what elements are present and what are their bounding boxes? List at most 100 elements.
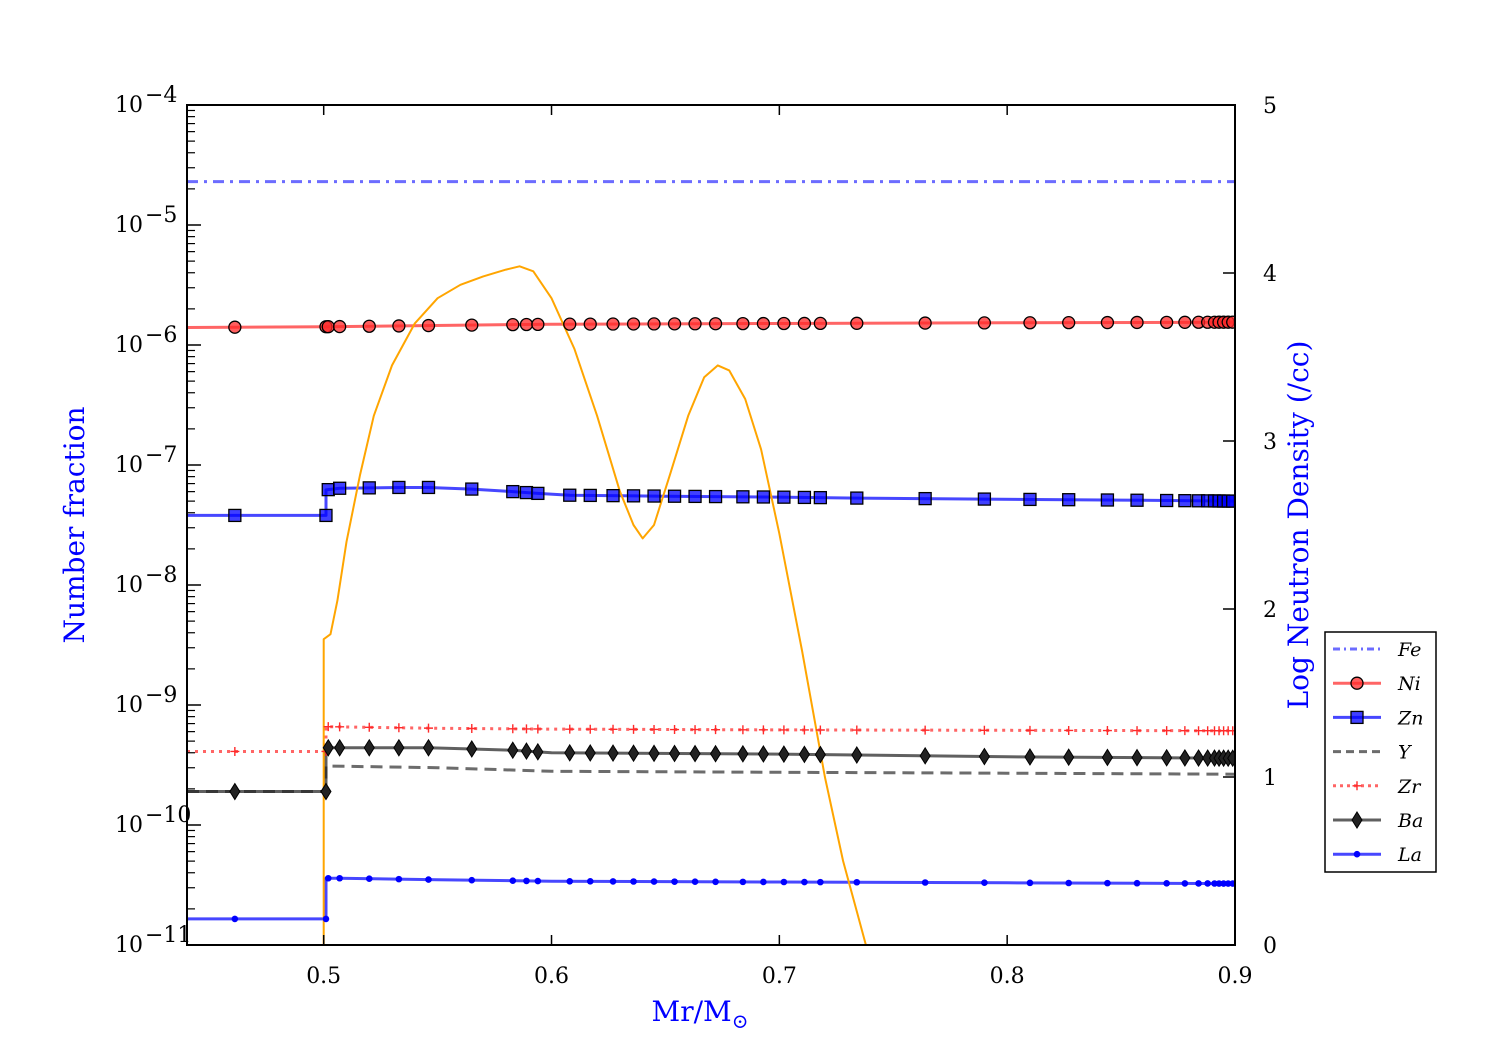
y-left-tick-exponent: −4 <box>145 83 177 108</box>
marker-ni <box>506 317 520 332</box>
marker-zn <box>583 488 597 503</box>
marker-zn <box>332 481 347 495</box>
marker-ni <box>465 318 479 332</box>
marker-ni <box>421 318 436 333</box>
marker-zn <box>531 486 545 501</box>
y-right-tick-label: 4 <box>1263 262 1277 287</box>
marker-ba <box>689 744 701 763</box>
marker-zr <box>521 724 531 734</box>
marker-zr <box>758 725 768 735</box>
marker-la <box>336 874 343 882</box>
marker-ba <box>1227 749 1235 768</box>
marker-zr <box>979 725 989 735</box>
y-right-tick-label: 5 <box>1263 94 1277 119</box>
y-left-tick-label: 10 <box>115 933 143 958</box>
marker-la <box>609 878 617 885</box>
marker-ba <box>778 745 790 764</box>
y-left-tick-label: 10 <box>115 813 143 838</box>
marker-la <box>671 878 678 885</box>
marker-zn <box>626 489 641 503</box>
legend-label-la: La <box>1397 844 1422 866</box>
marker-la <box>981 879 988 886</box>
marker-zn <box>918 491 932 506</box>
marker-la <box>1163 880 1170 887</box>
marker-zn <box>756 490 771 504</box>
marker-ni <box>647 317 661 331</box>
marker-la <box>1224 880 1232 887</box>
marker-ba <box>757 745 769 763</box>
marker-la <box>1181 880 1189 887</box>
marker-ba <box>507 741 519 760</box>
marker-ba <box>322 738 334 757</box>
marker-ni <box>1023 316 1037 330</box>
x-tick-label: 0.9 <box>1218 964 1253 989</box>
y-left-tick-label: 10 <box>115 573 143 598</box>
marker-zn <box>465 482 479 496</box>
marker-zr <box>799 725 809 735</box>
marker-ni <box>1130 315 1144 330</box>
x-axis-title-sun-symbol: ⊙ <box>732 1009 749 1033</box>
marker-la <box>523 877 530 885</box>
x-tick-label: 0.8 <box>990 964 1025 989</box>
legend-label-zr: Zr <box>1397 776 1422 798</box>
y-right-tick-label: 0 <box>1263 934 1277 959</box>
legend: Fe Ni Zn Y Zr Ba La <box>1324 631 1437 873</box>
y-left-tick-exponent: −8 <box>145 563 177 588</box>
marker-zr <box>779 725 789 735</box>
marker-ni <box>1160 315 1174 330</box>
marker-la <box>1104 879 1111 887</box>
marker-la <box>739 878 747 886</box>
marker-ni <box>531 317 545 332</box>
y-left-tick-label: 10 <box>115 93 143 118</box>
marker-zr <box>608 724 618 734</box>
marker-ni <box>392 319 406 333</box>
marker-la <box>1065 879 1072 887</box>
marker-la <box>468 876 476 884</box>
marker-zn <box>1100 493 1115 507</box>
y-left-tick-exponent: −5 <box>145 203 177 228</box>
marker-la <box>1133 879 1141 887</box>
marker-zn <box>1178 494 1192 508</box>
marker-ba <box>520 742 533 761</box>
marker-zr <box>1228 726 1235 736</box>
marker-zr <box>230 746 240 756</box>
legend-label-y: Y <box>1398 742 1413 764</box>
marker-ba <box>798 745 810 764</box>
legend-label-zn: Zn <box>1397 707 1423 729</box>
marker-ba <box>466 740 478 758</box>
marker-zr <box>690 725 700 735</box>
marker-zn <box>797 490 812 505</box>
marker-zr <box>423 723 433 733</box>
marker-la <box>1211 880 1218 887</box>
y-right-tick-label: 1 <box>1263 766 1277 791</box>
marker-ni <box>977 316 992 330</box>
marker-ba <box>1192 749 1205 767</box>
marker-ba <box>1161 748 1173 767</box>
marker-la <box>712 878 719 886</box>
x-tick-label: 0.6 <box>534 964 569 989</box>
marker-la <box>365 875 373 882</box>
marker-ni <box>688 317 702 331</box>
marker-ba <box>978 747 990 766</box>
marker-zn <box>606 488 620 503</box>
marker-ba <box>532 742 544 761</box>
marker-ba <box>1063 748 1075 767</box>
x-tick-label: 0.7 <box>762 964 797 989</box>
y-axis-left-title: Number fraction <box>58 406 91 643</box>
legend-marker-ba <box>1351 811 1363 829</box>
plot-frame <box>186 104 1236 946</box>
legend-marker-zn <box>1350 710 1364 725</box>
marker-la <box>509 877 517 885</box>
marker-ba <box>607 744 619 763</box>
marker-zn <box>813 490 828 505</box>
marker-ni <box>332 319 347 334</box>
series-line-y <box>187 764 1235 793</box>
legend-marker-ni <box>1350 676 1364 690</box>
marker-zr <box>711 725 721 735</box>
legend-marker-la <box>1353 850 1361 858</box>
marker-ni <box>1062 316 1076 330</box>
marker-zr <box>585 724 595 734</box>
marker-zr <box>1025 725 1035 735</box>
y-left-tick-exponent: −9 <box>145 683 177 708</box>
